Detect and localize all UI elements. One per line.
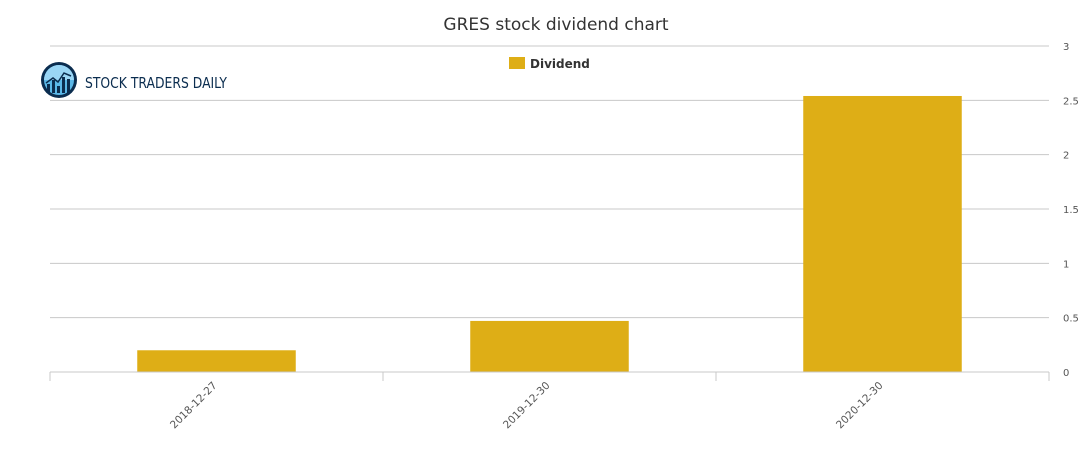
bar-2020-12-30[interactable] — [803, 95, 962, 372]
y-tick-label: 3 — [1063, 42, 1069, 53]
y-tick-label: 0.5 — [1063, 314, 1079, 325]
x-tick-label: 2019-12-30 — [501, 380, 553, 432]
bars — [137, 95, 962, 372]
y-axis-ticks: 0 0.5 1 1.5 2 2.5 3 — [1063, 42, 1079, 379]
y-tick-label: 1 — [1063, 259, 1069, 270]
x-tick-label: 2018-12-27 — [168, 380, 220, 432]
legend-label-dividend: Dividend — [530, 57, 590, 71]
y-tick-label: 2 — [1063, 151, 1069, 162]
stock-traders-daily-logo: STOCK TRADERS DAILY — [41, 62, 228, 98]
x-axis — [49, 371, 1050, 381]
legend[interactable]: Dividend — [509, 57, 590, 71]
x-tick-label: 2020-12-30 — [834, 380, 886, 432]
chart-title: GRES stock dividend chart — [443, 15, 668, 35]
x-axis-ticks: 2018-12-27 2019-12-30 2020-12-30 — [168, 380, 886, 432]
y-tick-label: 2.5 — [1063, 96, 1079, 107]
y-tick-label: 1.5 — [1063, 205, 1079, 216]
legend-swatch-dividend — [509, 57, 525, 69]
bar-2019-12-30[interactable] — [470, 320, 629, 372]
y-tick-label: 0 — [1063, 368, 1069, 379]
bar-chart-globe-icon — [41, 62, 77, 98]
bar-2018-12-27[interactable] — [137, 350, 296, 372]
logo-text: STOCK TRADERS DAILY — [85, 74, 228, 92]
